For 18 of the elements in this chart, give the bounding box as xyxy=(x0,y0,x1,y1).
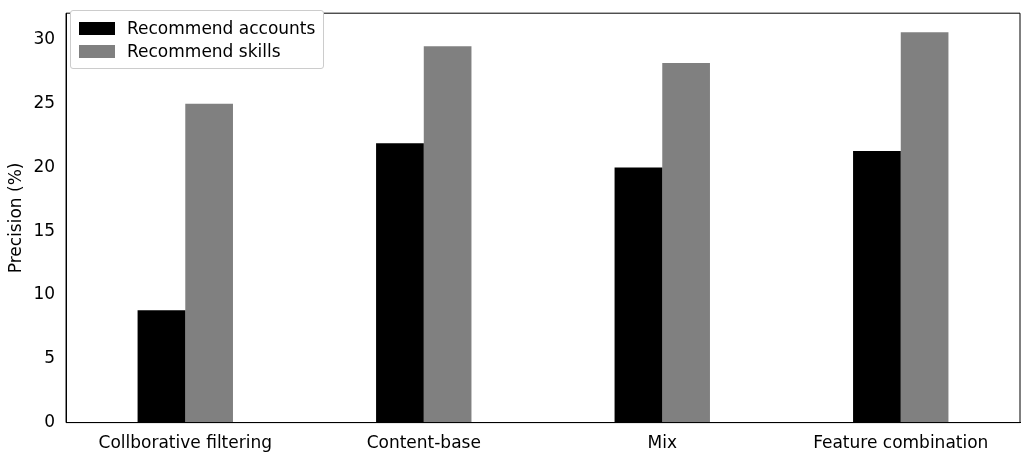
y-tick-label: 20 xyxy=(33,155,56,176)
x-tick-label: Feature combination xyxy=(813,432,989,453)
bar xyxy=(900,32,949,423)
y-tick-label: 5 xyxy=(44,347,56,368)
x-tick-label: Mix xyxy=(647,432,677,453)
y-tick-label: 25 xyxy=(33,92,56,113)
legend-label: Recommend skills xyxy=(127,41,281,61)
legend-label: Recommend accounts xyxy=(127,18,316,38)
x-tick-label: Collborative filtering xyxy=(98,432,273,453)
y-tick-label: 15 xyxy=(33,219,56,240)
y-tick-label: 30 xyxy=(33,28,56,49)
x-tick-label: Content-base xyxy=(366,432,481,453)
bar xyxy=(423,46,472,423)
y-tick-label: 0 xyxy=(44,411,56,432)
y-tick-label: 10 xyxy=(33,283,56,304)
bar xyxy=(185,103,233,423)
y-axis-title: Precision (%) xyxy=(4,162,25,274)
bar xyxy=(662,62,710,423)
